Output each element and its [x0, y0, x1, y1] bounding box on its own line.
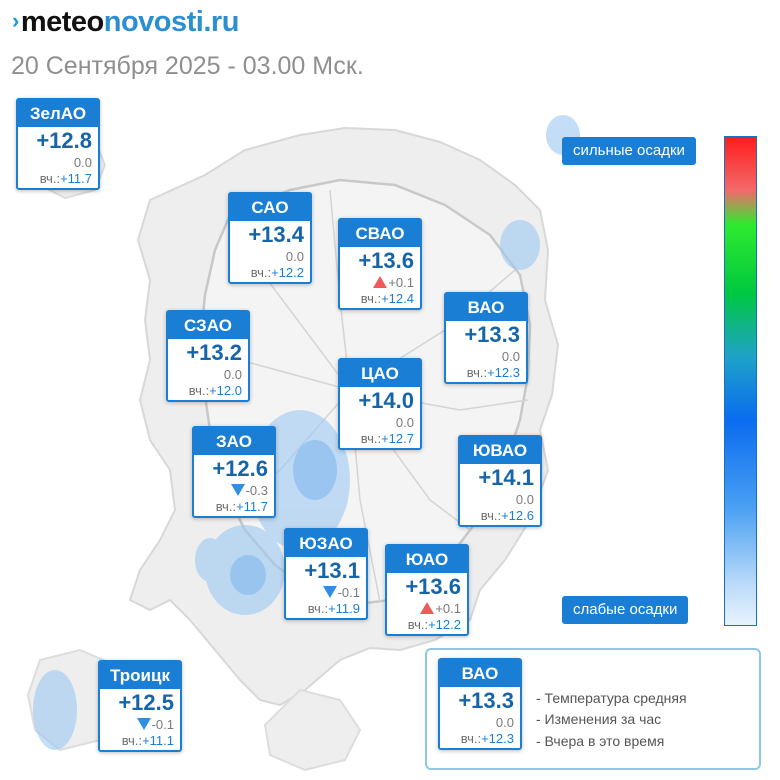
district-name: Троицк [100, 662, 180, 689]
district-card[interactable]: ЗАО +12.6 -0.3 вч.:+11.7 [192, 426, 276, 518]
precipitation-scale-bar [724, 136, 757, 626]
district-change: +0.1 [387, 601, 467, 616]
district-yesterday: вч.:+12.6 [480, 508, 534, 523]
district-card[interactable]: ЦАО +14.0 0.0 вч.:+12.7 [338, 358, 422, 450]
district-card[interactable]: ВАО +13.3 0.0 вч.:+12.3 [444, 292, 528, 384]
district-name: САО [230, 194, 310, 221]
district-temp: +12.5 [118, 690, 174, 715]
district-change: 0.0 [501, 349, 520, 364]
legend-item-temp: - Температура средняя [536, 690, 687, 706]
district-name: СВАО [340, 220, 420, 247]
logo-novosti: novosti [103, 6, 204, 38]
district-change: 0.0 [285, 249, 304, 264]
district-yesterday: вч.:+12.3 [466, 365, 520, 380]
district-card[interactable]: Троицк +12.5 -0.1 вч.:+11.1 [98, 660, 182, 752]
district-yesterday: вч.:+12.4 [360, 291, 414, 306]
district-name: ЮАО [387, 546, 467, 573]
district-card[interactable]: ЮВАО +14.1 0.0 вч.:+12.6 [458, 435, 542, 527]
district-yesterday: вч.:+11.1 [121, 733, 174, 748]
district-card[interactable]: СВАО +13.6 +0.1 вч.:+12.4 [338, 218, 422, 310]
district-yesterday: вч.:+12.2 [250, 265, 304, 280]
district-name: ЮВАО [460, 437, 540, 464]
district-name: ВАО [446, 294, 526, 321]
district-temp: +13.1 [304, 558, 360, 583]
district-change: 0.0 [515, 492, 534, 507]
district-temp: +12.8 [36, 128, 92, 153]
district-change: -0.1 [286, 585, 366, 600]
logo-meteo: meteo [20, 6, 104, 38]
district-name: СЗАО [168, 312, 248, 339]
district-temp: +13.4 [248, 222, 304, 247]
district-change: -0.1 [100, 717, 180, 732]
precipitation-core [230, 440, 337, 595]
district-card[interactable]: ЮЗАО +13.1 -0.1 вч.:+11.9 [284, 528, 368, 620]
district-yesterday: вч.:+12.7 [360, 431, 414, 446]
district-name: ЗелАО [18, 100, 98, 127]
district-temp: +14.0 [358, 388, 414, 413]
scale-label-heavy: сильные осадки [562, 137, 696, 165]
scale-label-light: слабые осадки [562, 596, 689, 624]
legend-sample-card: ВАО +13.3 0.0 вч.:+12.3 [438, 658, 522, 750]
district-temp: +13.3 [464, 322, 520, 347]
district-card[interactable]: САО +13.4 0.0 вч.:+12.2 [228, 192, 312, 284]
legend-item-change: - Изменения за час [536, 711, 662, 727]
legend-item-yesterday: - Вчера в это время [536, 733, 665, 749]
district-name: ЗАО [194, 428, 274, 455]
logo-ru: .ru [203, 6, 239, 38]
legend-sample-yesterday: вч.:+12.3 [460, 731, 514, 746]
district-temp: +13.6 [405, 574, 461, 599]
district-card[interactable]: ЗелАО +12.8 0.0 вч.:+11.7 [16, 98, 100, 190]
district-change: +0.1 [340, 275, 420, 290]
legend-sample-name: ВАО [440, 660, 520, 687]
district-name: ЮЗАО [286, 530, 366, 557]
district-temp: +13.6 [358, 248, 414, 273]
district-name: ЦАО [340, 360, 420, 387]
trend-down-icon [230, 484, 245, 496]
district-card[interactable]: СЗАО +13.2 0.0 вч.:+12.0 [166, 310, 250, 402]
legend-sample-temp: +13.3 [458, 688, 514, 713]
district-card[interactable]: ЮАО +13.6 +0.1 вч.:+12.2 [385, 544, 469, 636]
district-yesterday: вч.:+11.9 [307, 601, 360, 616]
district-change: -0.3 [194, 483, 274, 498]
district-change: 0.0 [73, 155, 92, 170]
district-change: 0.0 [395, 415, 414, 430]
district-change: 0.0 [223, 367, 242, 382]
district-yesterday: вч.:+11.7 [215, 499, 268, 514]
district-temp: +13.2 [186, 340, 242, 365]
district-yesterday: вч.:+12.0 [188, 383, 242, 398]
date-time-subtitle: 20 Сентября 2025 - 03.00 Мск. [11, 52, 364, 80]
district-yesterday: вч.:+11.7 [39, 171, 92, 186]
trend-up-icon [373, 276, 388, 288]
trend-down-icon [136, 718, 151, 730]
district-yesterday: вч.:+12.2 [407, 617, 461, 632]
trend-down-icon [322, 586, 337, 598]
district-temp: +14.1 [478, 465, 534, 490]
trend-up-icon [420, 602, 435, 614]
south-territory [263, 688, 362, 772]
logo-mark-icon: › [12, 8, 19, 33]
legend-sample-change: 0.0 [495, 715, 514, 730]
site-logo[interactable]: ›meteonovosti.ru [12, 6, 239, 39]
district-temp: +12.6 [212, 456, 268, 481]
